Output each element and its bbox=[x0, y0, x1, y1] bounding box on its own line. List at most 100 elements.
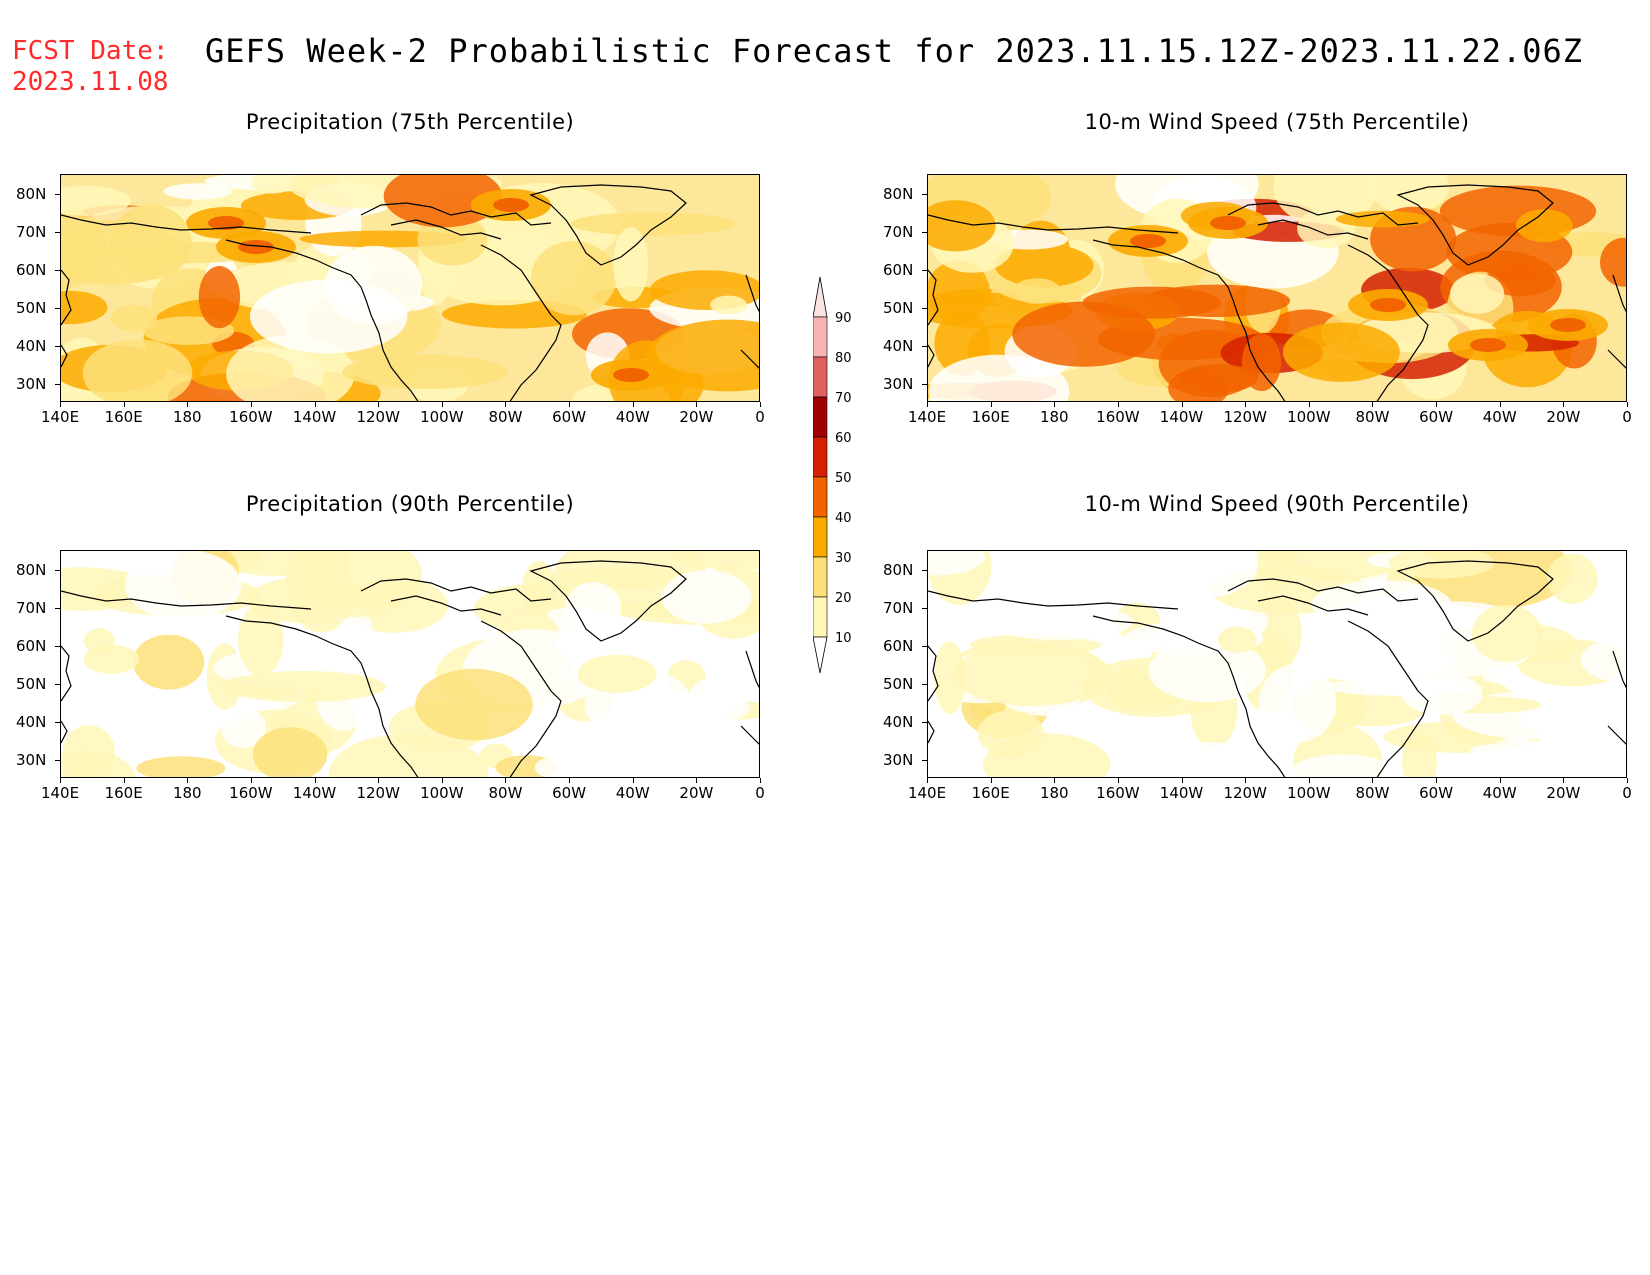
probability-contour bbox=[1013, 278, 1061, 304]
latitude-tick bbox=[922, 646, 927, 647]
coastline bbox=[1227, 202, 1419, 226]
coastline bbox=[360, 578, 552, 602]
probability-contour bbox=[1550, 318, 1586, 332]
probability-contour bbox=[1450, 273, 1505, 314]
legend-level-label: 50 bbox=[835, 471, 852, 486]
probability-contour bbox=[928, 354, 1070, 401]
longitude-label: 20W bbox=[1546, 784, 1581, 802]
longitude-label: 140W bbox=[1159, 784, 1204, 802]
longitude-label: 20W bbox=[679, 408, 714, 426]
legend-level-label: 10 bbox=[835, 631, 852, 646]
longitude-label: 140W bbox=[292, 784, 337, 802]
longitude-tick bbox=[60, 402, 61, 407]
probability-contour bbox=[1471, 605, 1542, 662]
probability-contour bbox=[983, 733, 1111, 777]
probability-contour bbox=[1516, 209, 1573, 243]
longitude-label: 140E bbox=[40, 408, 80, 426]
longitude-tick bbox=[250, 778, 252, 783]
longitude-tick bbox=[1499, 778, 1501, 783]
longitude-tick bbox=[569, 402, 571, 407]
coastline bbox=[480, 244, 552, 316]
latitude-tick bbox=[55, 722, 60, 723]
latitude-label: 30N bbox=[16, 375, 47, 393]
coastline bbox=[1612, 650, 1626, 689]
latitude-tick bbox=[922, 760, 927, 761]
probability-contour bbox=[223, 551, 326, 577]
longitude-label: 100W bbox=[420, 784, 464, 802]
longitude-label: 120W bbox=[1223, 408, 1267, 426]
longitude-label: 40W bbox=[615, 408, 650, 426]
coastline bbox=[61, 214, 312, 234]
color-legend: 90 80 70 60 50 40 30 20 10 bbox=[812, 275, 873, 685]
probability-contour bbox=[383, 175, 503, 228]
longitude-label: 0 bbox=[755, 408, 765, 426]
probability-contour bbox=[83, 644, 140, 674]
probability-contour bbox=[997, 551, 1035, 637]
longitude-label: 100W bbox=[1287, 784, 1331, 802]
probability-contour bbox=[136, 756, 226, 777]
probability-contour bbox=[325, 245, 423, 325]
probability-contour bbox=[613, 226, 649, 302]
probability-contour bbox=[994, 244, 1094, 287]
longitude-label: 100W bbox=[1287, 408, 1331, 426]
coastline bbox=[1092, 615, 1234, 677]
probability-contour bbox=[602, 745, 646, 777]
longitude-label: 80W bbox=[1355, 408, 1390, 426]
latitude-tick bbox=[55, 646, 60, 647]
legend-level-label: 40 bbox=[835, 511, 852, 526]
coastline bbox=[225, 615, 367, 677]
probability-contour bbox=[1470, 338, 1506, 352]
probability-contour bbox=[208, 216, 244, 230]
longitude-tick bbox=[505, 778, 507, 783]
probability-contour bbox=[1402, 733, 1437, 777]
coastline bbox=[1347, 620, 1419, 692]
longitude-tick bbox=[187, 402, 189, 407]
probability-contour bbox=[1370, 298, 1406, 312]
latitude-label: 70N bbox=[16, 599, 47, 617]
probability-contour bbox=[1282, 322, 1400, 382]
probability-contour bbox=[61, 185, 131, 216]
coastline bbox=[365, 299, 419, 401]
latitude-label: 50N bbox=[883, 299, 914, 317]
longitude-tick bbox=[1054, 778, 1056, 783]
latitude-tick bbox=[55, 232, 60, 233]
legend-level-label: 60 bbox=[835, 431, 852, 446]
probability-contour bbox=[238, 240, 274, 254]
probability-contour bbox=[1130, 234, 1166, 248]
coastline bbox=[928, 214, 1179, 234]
panel-title: 10-m Wind Speed (75th Percentile) bbox=[1084, 110, 1470, 134]
coastline bbox=[1376, 314, 1429, 401]
latitude-label: 70N bbox=[883, 599, 914, 617]
probability-contour bbox=[61, 290, 108, 325]
longitude-tick bbox=[1245, 402, 1247, 407]
longitude-tick bbox=[696, 778, 698, 783]
legend-color-box bbox=[812, 436, 828, 478]
longitude-label: 60W bbox=[1419, 408, 1454, 426]
coastline bbox=[745, 650, 759, 689]
probability-contour bbox=[1369, 175, 1450, 214]
latitude-tick bbox=[55, 194, 60, 195]
longitude-label: 160W bbox=[229, 408, 273, 426]
latitude-label: 30N bbox=[883, 751, 914, 769]
probability-contour bbox=[124, 551, 242, 620]
longitude-label: 160W bbox=[229, 784, 273, 802]
legend-color-box bbox=[812, 396, 828, 438]
coastline bbox=[740, 725, 759, 745]
probability-field bbox=[928, 551, 1626, 777]
legend-color-box bbox=[812, 596, 828, 638]
probability-contour bbox=[415, 668, 533, 741]
probability-contour bbox=[1258, 663, 1337, 743]
coastline bbox=[509, 314, 562, 401]
longitude-tick bbox=[569, 778, 571, 783]
longitude-tick bbox=[927, 402, 928, 407]
latitude-label: 40N bbox=[883, 337, 914, 355]
probability-contour bbox=[411, 551, 521, 590]
coastline bbox=[390, 219, 502, 240]
longitude-label: 60W bbox=[552, 784, 587, 802]
longitude-label: 80W bbox=[488, 784, 523, 802]
longitude-label: 180 bbox=[172, 784, 202, 802]
coastline bbox=[480, 620, 552, 692]
map-panel bbox=[927, 550, 1627, 778]
latitude-label: 30N bbox=[883, 375, 914, 393]
coastline bbox=[1257, 595, 1369, 616]
